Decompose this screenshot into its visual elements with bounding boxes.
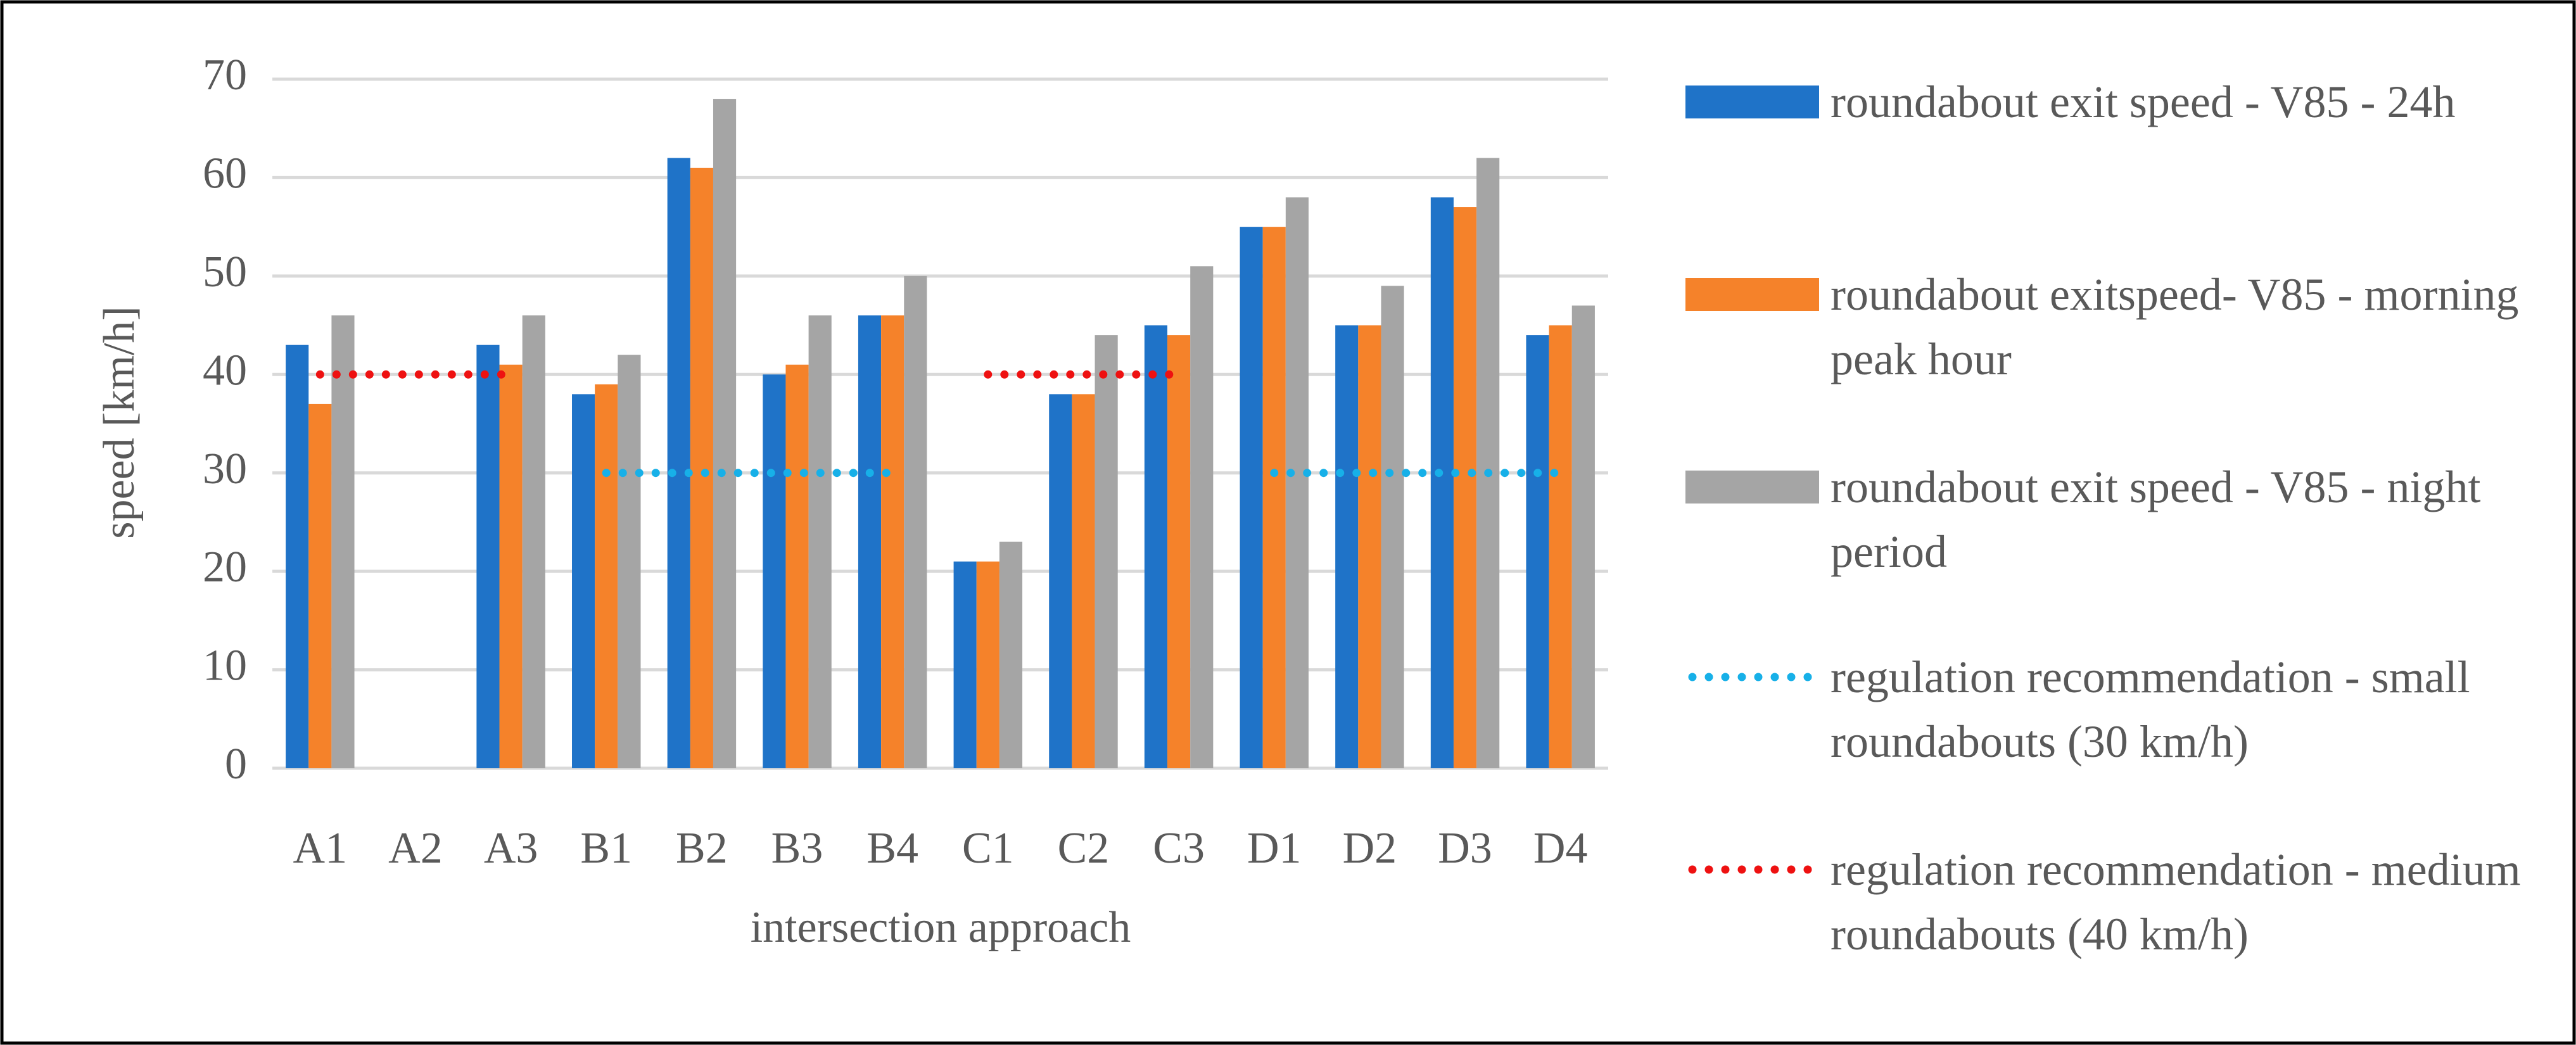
bar [1358, 325, 1381, 768]
bar [1381, 286, 1404, 768]
legend-label: regulation recommendation - small rounda… [1830, 652, 2470, 767]
y-tick-label: 20 [203, 543, 247, 592]
bar [904, 276, 927, 768]
x-tick-label: B1 [580, 824, 632, 873]
y-axis-title: speed [km/h] [95, 306, 144, 538]
bar [1549, 325, 1572, 768]
bar [1571, 305, 1595, 768]
bar [1453, 207, 1477, 768]
bar [522, 315, 545, 768]
bar [308, 403, 332, 768]
legend-swatch [1685, 278, 1819, 311]
bar [1049, 394, 1072, 768]
y-tick-label: 40 [203, 346, 247, 395]
y-tick-label: 0 [225, 740, 247, 788]
legend-label: roundabout exitspeed- V85 - morning peak… [1830, 269, 2519, 384]
bar [999, 542, 1023, 768]
bar [1262, 227, 1286, 769]
bar [1072, 394, 1095, 768]
x-tick-label: B2 [676, 824, 728, 873]
bar [1285, 197, 1309, 768]
bar [1190, 266, 1214, 768]
bar [858, 315, 882, 768]
bar [499, 364, 523, 768]
bar [1240, 227, 1263, 769]
bar [808, 315, 832, 768]
bar [667, 158, 690, 769]
bar [881, 315, 904, 768]
x-tick-label: C1 [962, 824, 1014, 873]
bar [763, 374, 786, 768]
bar [690, 167, 713, 768]
x-tick-label: C2 [1058, 824, 1110, 873]
legend-label: roundabout exit speed - V85 - 24h [1830, 77, 2456, 127]
legend-label: roundabout exit speed - V85 - night peri… [1830, 462, 2481, 577]
x-tick-label: D1 [1247, 824, 1302, 873]
bar [595, 384, 618, 768]
y-tick-label: 70 [203, 51, 247, 99]
bar [1094, 335, 1118, 768]
bar [1167, 335, 1191, 768]
bar [286, 345, 309, 768]
bar [1476, 158, 1500, 769]
bar [1526, 335, 1549, 768]
x-tick-label: B4 [866, 824, 918, 873]
legend-label: regulation recommendation - medium round… [1830, 844, 2521, 960]
x-tick-label: D3 [1438, 824, 1492, 873]
bar [953, 561, 977, 768]
bar [1335, 325, 1359, 768]
x-tick-label: B3 [771, 824, 823, 873]
legend-swatch [1685, 471, 1819, 504]
x-tick-label: D4 [1533, 824, 1588, 873]
bar [618, 355, 641, 768]
bar [713, 99, 737, 769]
x-axis-title: intersection approach [751, 903, 1131, 952]
y-tick-label: 60 [203, 149, 247, 198]
x-tick-label: A2 [388, 824, 443, 873]
legend-swatch [1685, 86, 1819, 118]
bar [976, 561, 999, 768]
y-tick-label: 10 [203, 642, 247, 690]
x-tick-label: C3 [1153, 824, 1205, 873]
bar [572, 394, 595, 768]
x-tick-label: D2 [1343, 824, 1397, 873]
x-tick-label: A3 [484, 824, 538, 873]
y-tick-label: 30 [203, 445, 247, 493]
bar [1430, 197, 1454, 768]
bar [1144, 325, 1168, 768]
bar [331, 315, 355, 768]
bar [785, 364, 809, 768]
y-tick-label: 50 [203, 248, 247, 296]
x-tick-label: A1 [293, 824, 348, 873]
bar [476, 345, 500, 768]
